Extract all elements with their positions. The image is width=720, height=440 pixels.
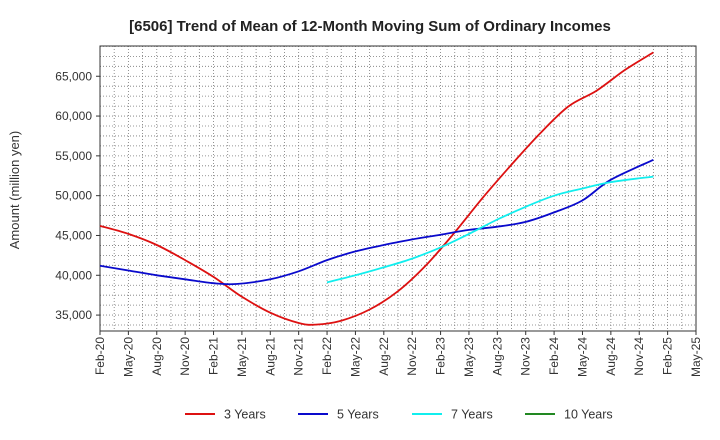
legend-label-5-years: 5 Years xyxy=(337,408,379,422)
chart-title: [6506] Trend of Mean of 12-Month Moving … xyxy=(129,18,611,35)
x-tick-label: Nov-23 xyxy=(519,337,533,376)
legend-label-7-years: 7 Years xyxy=(451,408,493,422)
x-tick-label: May-24 xyxy=(575,337,589,377)
y-axis-label: Amount (million yen) xyxy=(7,131,22,250)
x-tick-label: Nov-21 xyxy=(292,337,306,376)
y-tick-label: 50,000 xyxy=(55,189,92,203)
x-tick-label: Aug-21 xyxy=(263,337,277,376)
y-tick-label: 45,000 xyxy=(55,228,92,242)
x-tick-label: Nov-24 xyxy=(632,337,646,376)
series-line-7-years xyxy=(326,175,654,284)
x-tick-label: Aug-24 xyxy=(604,337,618,376)
y-tick-label: 65,000 xyxy=(55,69,92,83)
x-tick-label: Aug-23 xyxy=(490,337,504,376)
x-tick-label: Feb-22 xyxy=(320,337,334,375)
series-line-5-years xyxy=(99,158,654,286)
x-tick-label: May-22 xyxy=(348,337,362,377)
x-tick-label: Nov-22 xyxy=(405,337,419,376)
x-tick-label: Aug-22 xyxy=(377,337,391,376)
series-line-3-years xyxy=(99,51,654,326)
x-tick-label: Feb-21 xyxy=(207,337,221,375)
x-tick-label: Feb-20 xyxy=(93,337,107,375)
y-tick-label: 60,000 xyxy=(55,109,92,123)
plot-frame xyxy=(99,45,697,332)
plot-area: 35,000 40,000 45,000 50,000 55,000 60,000 65,0… xyxy=(55,45,703,377)
legend: 3 Years 5 Years 7 Years 10 Years xyxy=(185,408,613,422)
y-tick-label: 40,000 xyxy=(55,268,92,282)
x-tick-label: Feb-24 xyxy=(547,337,561,375)
x-tick-label: May-25 xyxy=(689,337,703,377)
y-tick-label: 55,000 xyxy=(55,149,92,163)
x-tick-label: May-23 xyxy=(462,337,476,377)
x-tick-label: Nov-20 xyxy=(178,337,192,376)
x-tick-label: May-21 xyxy=(235,337,249,377)
x-tick-label: May-20 xyxy=(121,337,135,377)
x-tick-label: Feb-25 xyxy=(661,337,675,375)
x-tick-label: Aug-20 xyxy=(150,337,164,376)
legend-label-3-years: 3 Years xyxy=(224,408,266,422)
legend-label-10-years: 10 Years xyxy=(564,408,613,422)
x-tick-label: Feb-23 xyxy=(434,337,448,375)
y-tick-label: 35,000 xyxy=(55,308,92,322)
